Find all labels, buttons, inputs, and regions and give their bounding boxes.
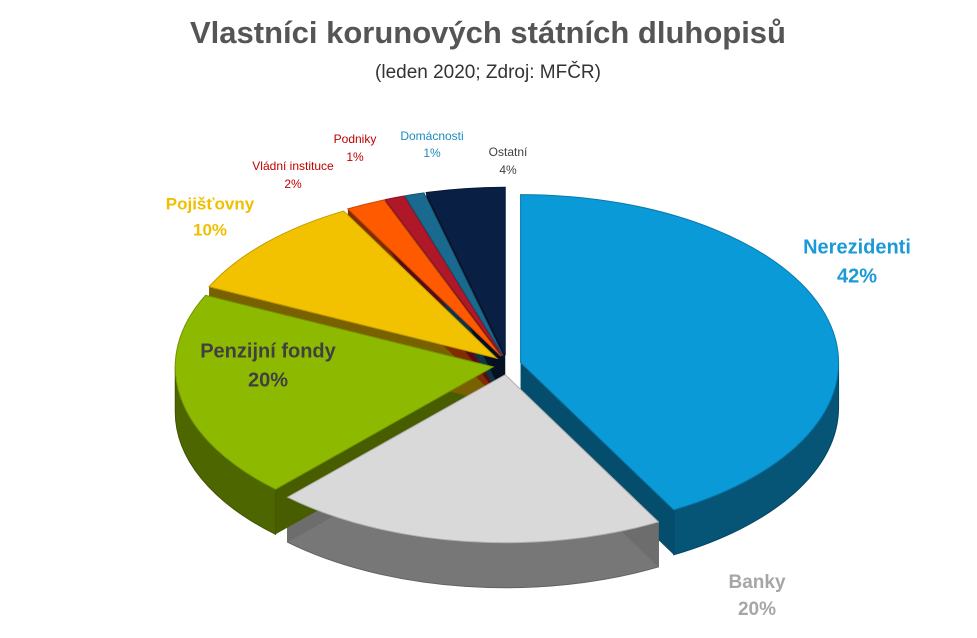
chart-subtitle: (leden 2020; Zdroj: MFČR) — [375, 61, 601, 83]
value-label: 20% — [738, 599, 776, 620]
chart-title: Vlastníci korunových státních dluhopisů — [190, 15, 786, 50]
value-label: 2% — [284, 177, 302, 191]
pie-slice — [346, 199, 502, 357]
pie-tops — [174, 186, 840, 544]
value-label: 4% — [499, 163, 517, 177]
slice-label: Domácnosti — [400, 129, 463, 143]
labels: Nerezidenti 42% Banky 20% Penzijní fondy 20% P… — [166, 129, 911, 620]
pie-slice — [174, 294, 495, 490]
pie-slice — [384, 195, 503, 357]
value-label: 1% — [423, 146, 441, 160]
pie-slice — [286, 374, 660, 544]
value-label: 10% — [193, 220, 227, 239]
slice-label: Ostatní — [489, 145, 528, 159]
slice-label: Banky — [728, 572, 785, 593]
pie-slice — [520, 194, 840, 511]
pie-slice — [425, 186, 506, 356]
slice-label: Podniky — [334, 132, 377, 146]
value-label: 20% — [248, 369, 288, 391]
value-label: 1% — [346, 150, 364, 164]
pie-slice — [208, 210, 499, 360]
slice-label: Vládní instituce — [252, 159, 334, 173]
value-label: 42% — [837, 265, 877, 287]
slice-label: Pojišťovny — [166, 194, 255, 213]
pie-slice — [404, 192, 504, 356]
slice-label: Penzijní fondy — [200, 340, 336, 362]
slice-label: Nerezidenti — [803, 236, 911, 258]
